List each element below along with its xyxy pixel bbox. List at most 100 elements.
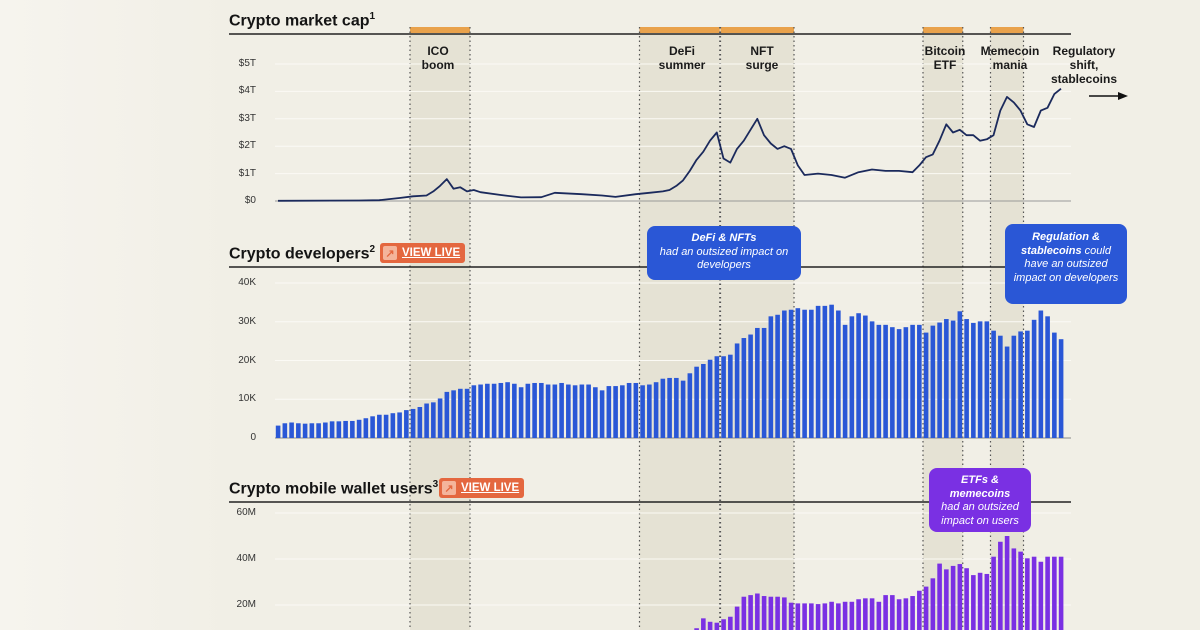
y-tick-label: $1T — [238, 167, 256, 179]
developers-bar — [1011, 335, 1017, 438]
developers-bar — [890, 327, 895, 438]
developers-bar — [829, 304, 834, 438]
developers-bar — [505, 382, 510, 438]
developers-bar — [977, 321, 983, 438]
developers-bar — [944, 319, 949, 438]
wallet-users-bar — [1038, 561, 1044, 630]
period-band — [410, 34, 470, 630]
developers-bar — [701, 363, 706, 438]
developers-bar — [964, 319, 969, 438]
y-tick-label: 20K — [238, 354, 256, 366]
wallet-users-bar — [741, 596, 747, 630]
wallet-users-bar — [1025, 558, 1030, 630]
wallet-users-bar — [1052, 556, 1057, 630]
wallet-users-bar — [856, 599, 861, 630]
developers-bar — [458, 388, 463, 438]
wallets-view-live-button[interactable]: ↗ VIEW LIVE — [439, 478, 525, 498]
developers-bar — [822, 305, 828, 438]
wallet-users-bar — [896, 599, 902, 630]
developers-bar — [545, 384, 551, 438]
developers-bar — [728, 354, 733, 438]
view-live-label: VIEW LIVE — [402, 247, 461, 259]
wallet-users-bar — [748, 595, 753, 630]
developers-bar — [383, 414, 389, 438]
developers-bar — [896, 329, 902, 438]
wallet-users-bar — [795, 603, 801, 630]
developers-bar — [498, 382, 504, 438]
wallet-users-bar — [876, 601, 882, 630]
footnote-marker: 1 — [369, 11, 376, 22]
wallet-users-bar — [991, 556, 996, 630]
wallet-users-bar — [1018, 551, 1023, 630]
market-cap-title-text: Crypto market cap — [229, 12, 370, 30]
band-label-defi: DeFi summer — [658, 44, 706, 72]
developers-bar — [802, 309, 807, 438]
wallet-users-bar — [728, 616, 733, 630]
developers-bar — [275, 425, 281, 438]
period-band-marker — [990, 27, 1024, 33]
developers-bar — [917, 324, 922, 438]
y-tick-label: 30K — [238, 315, 256, 327]
view-live-label: VIEW LIVE — [461, 482, 520, 494]
y-tick-label: 60M — [236, 507, 256, 518]
wallet-users-bar — [768, 596, 774, 630]
developers-bar — [370, 416, 375, 438]
band-label-nft: NFT surge — [745, 44, 779, 72]
y-tick-label: $4T — [238, 85, 256, 97]
period-band-marker — [639, 27, 720, 33]
developers-bar — [356, 419, 362, 438]
arrow-up-right-icon: ↗ — [383, 246, 397, 260]
developers-bar — [687, 373, 693, 438]
developers-bar — [431, 402, 436, 438]
wallet-users-bar — [917, 590, 922, 630]
developers-bar — [869, 321, 875, 438]
annotation-regulation: Regulation & stablecoins could have an o… — [1005, 224, 1127, 304]
developers-bar — [289, 422, 294, 438]
developers-bar — [775, 314, 780, 438]
developers-bar — [464, 388, 470, 438]
developers-bar — [397, 412, 402, 438]
wallet-users-bar — [701, 618, 706, 630]
developers-bar — [485, 383, 490, 438]
y-tick-label: $0 — [244, 195, 256, 206]
developers-bar — [950, 320, 956, 438]
wallet-users-bar — [1045, 556, 1050, 630]
developers-bar — [316, 423, 321, 438]
developers-bar — [329, 421, 335, 438]
developers-bar — [856, 313, 861, 438]
developers-bar — [424, 403, 429, 438]
developers-bar — [734, 343, 740, 438]
developers-view-live-button[interactable]: ↗ VIEW LIVE — [380, 243, 466, 263]
wallet-users-bar — [950, 565, 956, 630]
developers-bar — [593, 387, 598, 438]
developers-bar — [971, 322, 976, 438]
developers-bar — [620, 385, 625, 438]
wallet-users-bar — [836, 603, 841, 630]
wallet-users-bar — [707, 621, 713, 630]
developers-bar — [404, 410, 409, 438]
developers-bar — [849, 316, 855, 438]
developers-bar — [957, 311, 963, 438]
wallet-users-bar — [802, 603, 807, 630]
developers-bar — [640, 385, 645, 438]
footnote-marker: 2 — [369, 244, 376, 255]
y-tick-label: 20M — [236, 599, 256, 610]
developers-bar — [923, 332, 929, 438]
developers-bar — [437, 398, 443, 438]
wallets-title: Crypto mobile wallet users3 — [229, 479, 438, 498]
market-cap-title: Crypto market cap1 — [229, 11, 375, 30]
wallet-users-bar — [998, 541, 1003, 630]
wallet-users-bar — [863, 598, 868, 630]
wallet-users-bar — [822, 603, 828, 630]
developers-bar — [309, 423, 315, 438]
wallet-users-bar — [849, 601, 855, 630]
developers-bar — [586, 384, 591, 438]
developers-bar — [491, 383, 497, 438]
future-label: Regulatory shift, stablecoins — [1050, 44, 1118, 86]
band-label-bitcoin-etf: Bitcoin ETF — [924, 44, 966, 72]
wallet-users-bar — [815, 604, 821, 630]
developers-bar — [809, 309, 814, 438]
wallet-users-bar — [984, 573, 990, 630]
developers-bar — [343, 420, 348, 438]
